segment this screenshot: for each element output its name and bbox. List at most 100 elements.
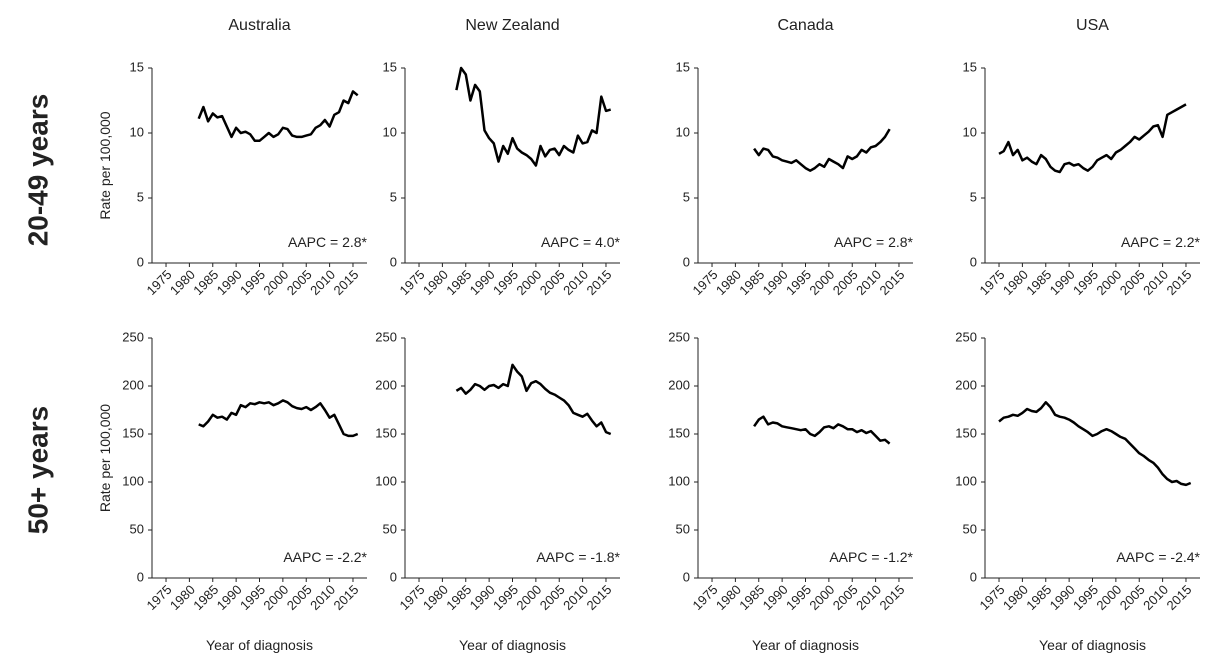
x-tick-label: 2000	[513, 267, 544, 298]
x-axis-label: Year of diagnosis	[459, 637, 566, 653]
x-tick-label: 2005	[537, 582, 568, 613]
x-axis-label: Year of diagnosis	[1039, 637, 1146, 653]
x-tick-label: 1990	[467, 582, 498, 613]
x-tick-label: 1995	[237, 582, 268, 613]
x-tick-label: 1985	[443, 582, 474, 613]
x-tick-label: 2005	[284, 582, 315, 613]
chart-title: Australia	[228, 17, 290, 34]
x-axis-label: Year of diagnosis	[206, 637, 313, 653]
x-tick-label: 2015	[583, 582, 614, 613]
x-tick-label: 2010	[307, 582, 338, 613]
x-tick-label: 2000	[513, 582, 544, 613]
x-tick-label: 1980	[713, 582, 744, 613]
chart-title: New Zealand	[465, 17, 559, 34]
data-line	[998, 401, 1192, 487]
x-tick-label: 1985	[736, 582, 767, 613]
x-tick-label: 1985	[736, 267, 767, 298]
x-tick-label: 1995	[783, 267, 814, 298]
data-line	[753, 128, 891, 172]
y-tick-label: 150	[375, 425, 397, 440]
y-tick-label: 100	[955, 473, 977, 488]
x-tick-label: 2015	[1163, 582, 1194, 613]
y-tick-label: 200	[668, 377, 690, 392]
y-tick-label: 10	[963, 124, 977, 139]
x-tick-label: 1975	[397, 267, 428, 298]
x-tick-label: 2010	[560, 267, 591, 298]
x-tick-label: 1990	[214, 267, 245, 298]
row-label: 20-49 years	[22, 94, 53, 247]
y-tick-label: 10	[130, 124, 144, 139]
data-line	[198, 399, 359, 438]
y-tick-label: 200	[375, 377, 397, 392]
x-tick-label: 1995	[1070, 582, 1101, 613]
y-tick-label: 0	[137, 569, 144, 584]
x-tick-label: 1985	[1023, 582, 1054, 613]
x-tick-label: 2000	[806, 582, 837, 613]
annotation: AAPC = 2.8*	[288, 234, 368, 250]
x-tick-label: 2005	[830, 267, 861, 298]
data-line	[197, 90, 359, 143]
x-tick-label: 1975	[144, 267, 175, 298]
x-tick-label: 1980	[167, 267, 198, 298]
x-tick-label: 1975	[144, 582, 175, 613]
y-axis-label: Rate per 100,000	[97, 404, 113, 512]
x-tick-label: 2015	[1163, 267, 1194, 298]
y-tick-label: 15	[130, 59, 144, 74]
y-tick-label: 50	[676, 521, 690, 536]
y-tick-label: 5	[137, 189, 144, 204]
x-tick-label: 2015	[876, 582, 907, 613]
y-tick-label: 150	[122, 425, 144, 440]
annotation: AAPC = -1.8*	[536, 549, 620, 565]
y-tick-label: 50	[130, 521, 144, 536]
y-tick-label: 0	[683, 569, 690, 584]
data-line	[998, 103, 1187, 174]
x-tick-label: 1990	[760, 582, 791, 613]
x-tick-label: 1980	[420, 582, 451, 613]
chart-title: USA	[1076, 17, 1109, 34]
x-tick-label: 1990	[467, 267, 498, 298]
x-tick-label: 2000	[260, 582, 291, 613]
y-tick-label: 200	[955, 377, 977, 392]
x-tick-label: 2000	[1093, 582, 1124, 613]
y-tick-label: 100	[668, 473, 690, 488]
annotation: AAPC = 2.8*	[834, 234, 914, 250]
y-tick-label: 15	[963, 59, 977, 74]
y-tick-label: 5	[390, 189, 397, 204]
y-tick-label: 200	[122, 377, 144, 392]
x-tick-label: 1990	[214, 582, 245, 613]
data-line	[753, 415, 891, 445]
y-tick-label: 250	[122, 329, 144, 344]
y-tick-label: 5	[683, 189, 690, 204]
x-tick-label: 2005	[537, 267, 568, 298]
y-axis-label: Rate per 100,000	[97, 111, 113, 219]
x-tick-label: 2000	[806, 267, 837, 298]
y-tick-label: 150	[955, 425, 977, 440]
x-tick-label: 1985	[190, 582, 221, 613]
x-tick-label: 2015	[876, 267, 907, 298]
x-tick-label: 2010	[307, 267, 338, 298]
y-tick-label: 250	[955, 329, 977, 344]
x-tick-label: 2015	[583, 267, 614, 298]
y-tick-label: 100	[375, 473, 397, 488]
y-tick-label: 50	[383, 521, 397, 536]
annotation: AAPC = -2.4*	[1116, 549, 1200, 565]
x-tick-label: 2015	[330, 267, 361, 298]
x-tick-label: 2005	[284, 267, 315, 298]
x-tick-label: 1975	[977, 267, 1008, 298]
x-tick-label: 2010	[1140, 582, 1171, 613]
x-tick-label: 1995	[783, 582, 814, 613]
y-tick-label: 0	[390, 254, 397, 269]
x-tick-label: 2005	[1117, 267, 1148, 298]
annotation: AAPC = 2.2*	[1121, 234, 1201, 250]
y-tick-label: 250	[668, 329, 690, 344]
x-tick-label: 1980	[167, 582, 198, 613]
x-tick-label: 1990	[760, 267, 791, 298]
x-tick-label: 2000	[1093, 267, 1124, 298]
x-tick-label: 1975	[690, 267, 721, 298]
data-line	[455, 66, 612, 167]
x-tick-label: 1980	[1000, 582, 1031, 613]
x-tick-label: 2010	[560, 582, 591, 613]
y-tick-label: 0	[970, 569, 977, 584]
annotation: AAPC = 4.0*	[541, 234, 621, 250]
y-tick-label: 100	[122, 473, 144, 488]
